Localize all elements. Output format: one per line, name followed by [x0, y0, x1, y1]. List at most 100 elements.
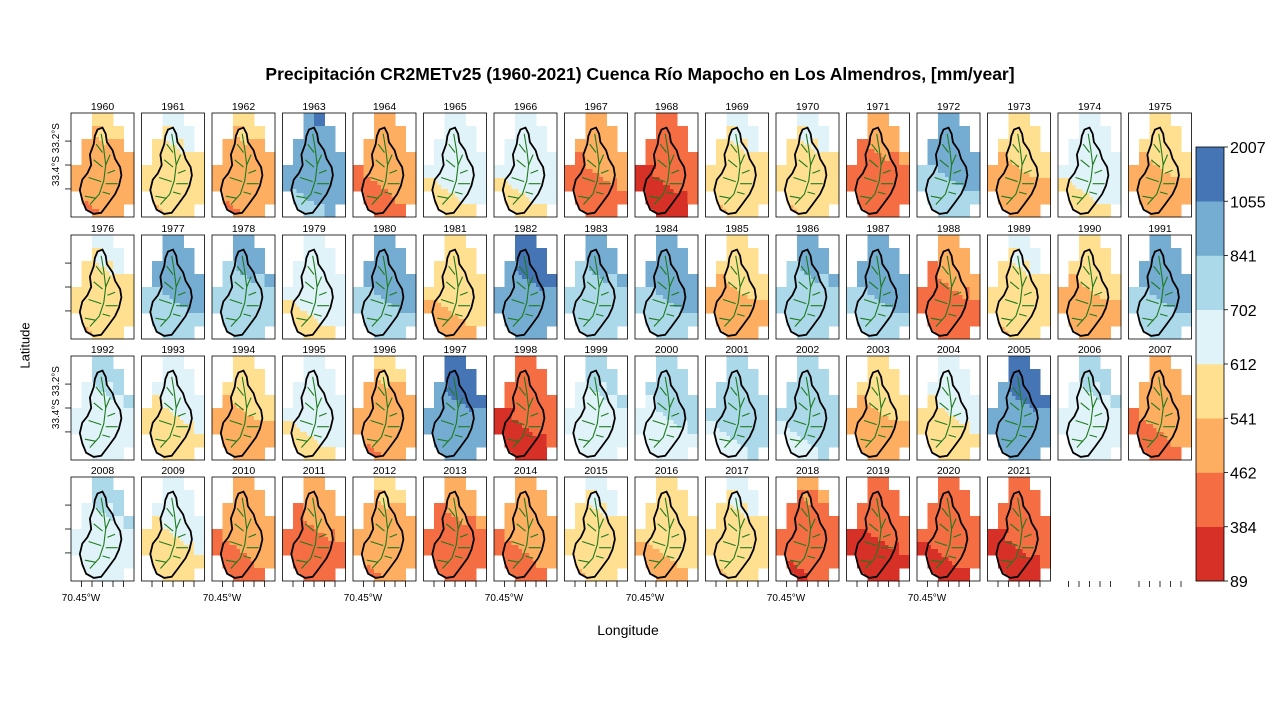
basin-cell [183, 169, 188, 174]
basin-cell [610, 165, 614, 170]
basin-cell [800, 133, 805, 138]
grid-cell [113, 261, 124, 275]
basin-cell [585, 161, 590, 166]
basin-cell [723, 169, 727, 174]
basin-cell [303, 307, 308, 312]
basin-cell [180, 299, 184, 304]
basin-cell [938, 165, 942, 170]
basin-cell [109, 303, 114, 308]
basin-cell [109, 165, 114, 170]
basin-cell [169, 177, 174, 182]
basin-cell [938, 173, 942, 178]
basin-cell [811, 197, 815, 202]
basin-cell [324, 173, 329, 178]
basin-cell [462, 153, 466, 158]
basin-cell [730, 173, 734, 178]
basin-cell [592, 279, 597, 284]
basin-cell [1142, 185, 1147, 190]
basin-cell [603, 193, 607, 198]
basin-cell [434, 193, 438, 198]
basin-cell [941, 141, 946, 146]
basin-cell [377, 271, 382, 276]
basin-cell [437, 323, 442, 328]
basin-cell [663, 267, 667, 272]
basin-cell [874, 193, 879, 198]
basin-cell [726, 153, 731, 158]
basin-cell [878, 137, 882, 142]
basin-cell [592, 307, 597, 312]
river-line [102, 191, 111, 195]
basin-cell [1005, 181, 1009, 186]
basin-cell [599, 303, 604, 308]
basin-cell [596, 145, 600, 150]
basin-cell [864, 173, 868, 178]
basin-cell [247, 303, 251, 308]
basin-cell [462, 173, 466, 178]
basin-cell [1012, 193, 1016, 198]
basin-cell [222, 315, 227, 320]
panel-1968: 1968 [634, 101, 699, 218]
basin-cell [1068, 185, 1073, 190]
basin-cell [536, 287, 540, 292]
river-line [657, 281, 667, 290]
basin-cell [1033, 165, 1037, 170]
basin-cell [1142, 205, 1147, 210]
basin-cell [451, 177, 456, 182]
basin-cell [381, 279, 385, 284]
basin-cell [515, 291, 519, 296]
grid-cell [194, 165, 205, 179]
basin-cell [243, 263, 248, 268]
grid-cell [173, 248, 184, 262]
basin-cell [243, 311, 248, 316]
grid-cell [737, 326, 748, 340]
basin-cell [250, 303, 255, 308]
basin-cell [1160, 197, 1164, 202]
basin-cell [599, 271, 604, 276]
basin-cell [649, 193, 653, 198]
basin-cell [599, 283, 604, 288]
basin-cell [1160, 157, 1164, 162]
basin-cell [878, 189, 882, 194]
basin-cell [814, 177, 819, 182]
basin-cell [659, 137, 664, 142]
basin-cell [384, 319, 389, 324]
basin-cell [592, 259, 597, 264]
basin-cell [377, 311, 382, 316]
grid-cell [969, 165, 981, 179]
basin-cell [444, 295, 449, 300]
basin-cell [462, 189, 466, 194]
basin-cell [166, 267, 170, 272]
grid-cell [645, 274, 657, 288]
basin-cell [155, 315, 160, 320]
grid-cell [1128, 165, 1140, 179]
basin-cell [670, 319, 674, 324]
basin-cell [955, 173, 960, 178]
grid-cell [444, 113, 456, 127]
basin-cell [931, 193, 935, 198]
basin-cell [652, 197, 657, 202]
basin-cell [102, 279, 107, 284]
grid-cell [1170, 191, 1182, 205]
basin-cell [610, 181, 614, 186]
basin-cell [1012, 141, 1016, 146]
basin-cell [1170, 173, 1175, 178]
basin-cell [652, 291, 657, 296]
basin-cell [603, 177, 607, 182]
basin-cell [800, 177, 805, 182]
basin-cell [81, 319, 86, 324]
basin-cell [159, 299, 163, 304]
basin-cell [525, 323, 530, 328]
grid-cell [194, 300, 205, 314]
basin-cell [663, 209, 667, 214]
grid-cell [575, 274, 586, 288]
grid-cell [183, 274, 195, 288]
grid-cell [606, 313, 618, 327]
basin-cell [1156, 137, 1161, 142]
basin-cell [522, 157, 526, 162]
grid-cell [546, 313, 558, 327]
basin-cell [518, 181, 523, 186]
basin-cell [811, 161, 815, 166]
basin-cell [716, 185, 720, 190]
basin-cell [797, 193, 801, 198]
grid-cell [222, 274, 234, 288]
